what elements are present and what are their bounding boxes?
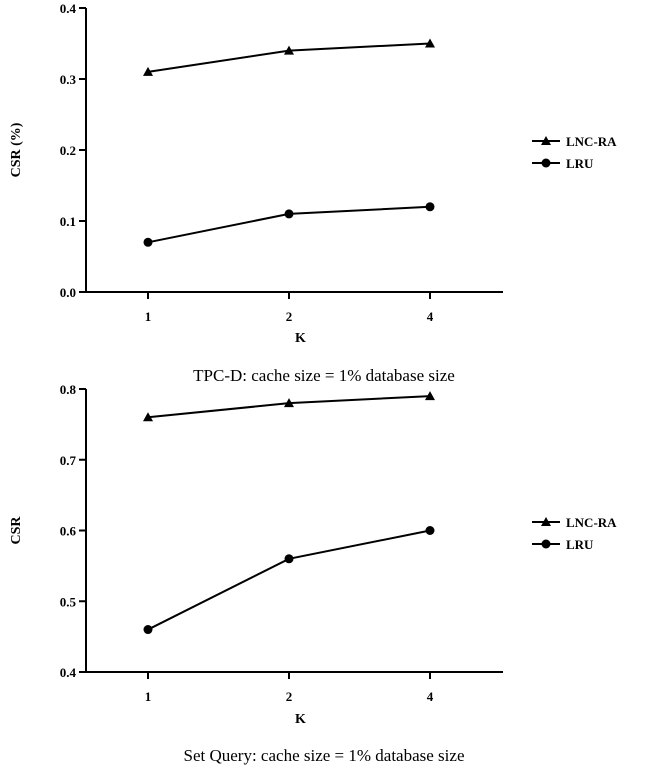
legend-label: LRU [566, 537, 594, 552]
x-tick-label: 4 [427, 689, 434, 704]
legend-item-lnc-ra: LNC-RA [532, 515, 617, 530]
data-point-circle [425, 202, 435, 212]
x-tick-label: 1 [145, 309, 152, 324]
chart-1: 0.0 0.1 0.2 0.3 0.4 1 2 4 K CSR (%) TPC-D: cache s… [9, 1, 617, 385]
data-point-circle [284, 554, 294, 564]
x-tick-label: 2 [286, 689, 293, 704]
x-tick-label: 4 [427, 309, 434, 324]
y-tick-label: 0.0 [60, 285, 76, 300]
series-lru [143, 202, 435, 247]
data-point-circle [284, 209, 294, 219]
y-tick-label: 0.5 [60, 594, 77, 609]
x-axis-title: K [295, 331, 306, 346]
chart-caption: Set Query: cache size = 1% database size [184, 746, 465, 765]
series-lnc-ra [143, 391, 435, 422]
y-tick-label: 0.2 [60, 143, 76, 158]
legend-label: LNC-RA [566, 515, 617, 530]
x-axis-title: K [295, 712, 306, 727]
data-point-triangle [425, 38, 435, 48]
legend-item-lru: LRU [532, 537, 594, 552]
legend-marker-triangle [541, 517, 551, 526]
legend-item-lru: LRU [532, 156, 594, 171]
data-point-circle [425, 526, 435, 535]
y-tick-label: 0.4 [60, 665, 77, 680]
y-axis-title: CSR (%) [9, 122, 24, 177]
legend-label: LNC-RA [566, 134, 617, 149]
data-point-triangle [143, 412, 153, 422]
legend-label: LRU [566, 156, 594, 171]
y-tick-label: 0.8 [60, 382, 77, 397]
y-tick-label: 0.1 [60, 214, 76, 229]
chart-caption: TPC-D: cache size = 1% database size [193, 366, 455, 385]
series-lru [143, 526, 435, 635]
x-tick-label: 1 [145, 689, 152, 704]
series-lnc-ra [143, 38, 435, 76]
data-point-circle [143, 625, 153, 635]
legend-item-lnc-ra: LNC-RA [532, 134, 617, 149]
y-tick-label: 0.3 [60, 72, 77, 87]
data-point-circle [143, 237, 153, 247]
y-tick-label: 0.4 [60, 1, 77, 16]
legend-marker-circle [541, 539, 551, 549]
data-point-triangle [425, 391, 435, 401]
y-tick-label: 0.7 [60, 453, 77, 468]
series-line [147, 529, 431, 631]
data-point-triangle [143, 66, 153, 76]
y-tick-label: 0.6 [60, 524, 77, 539]
x-tick-label: 2 [286, 309, 293, 324]
y-axis-title: CSR [9, 516, 24, 545]
data-point-triangle [284, 398, 294, 408]
legend-marker-circle [541, 158, 551, 168]
legend-marker-triangle [541, 136, 551, 145]
data-point-triangle [284, 45, 294, 55]
chart-2: 0.4 0.5 0.6 0.7 0.8 1 2 4 K CSR Set Query: cache s… [9, 382, 617, 765]
